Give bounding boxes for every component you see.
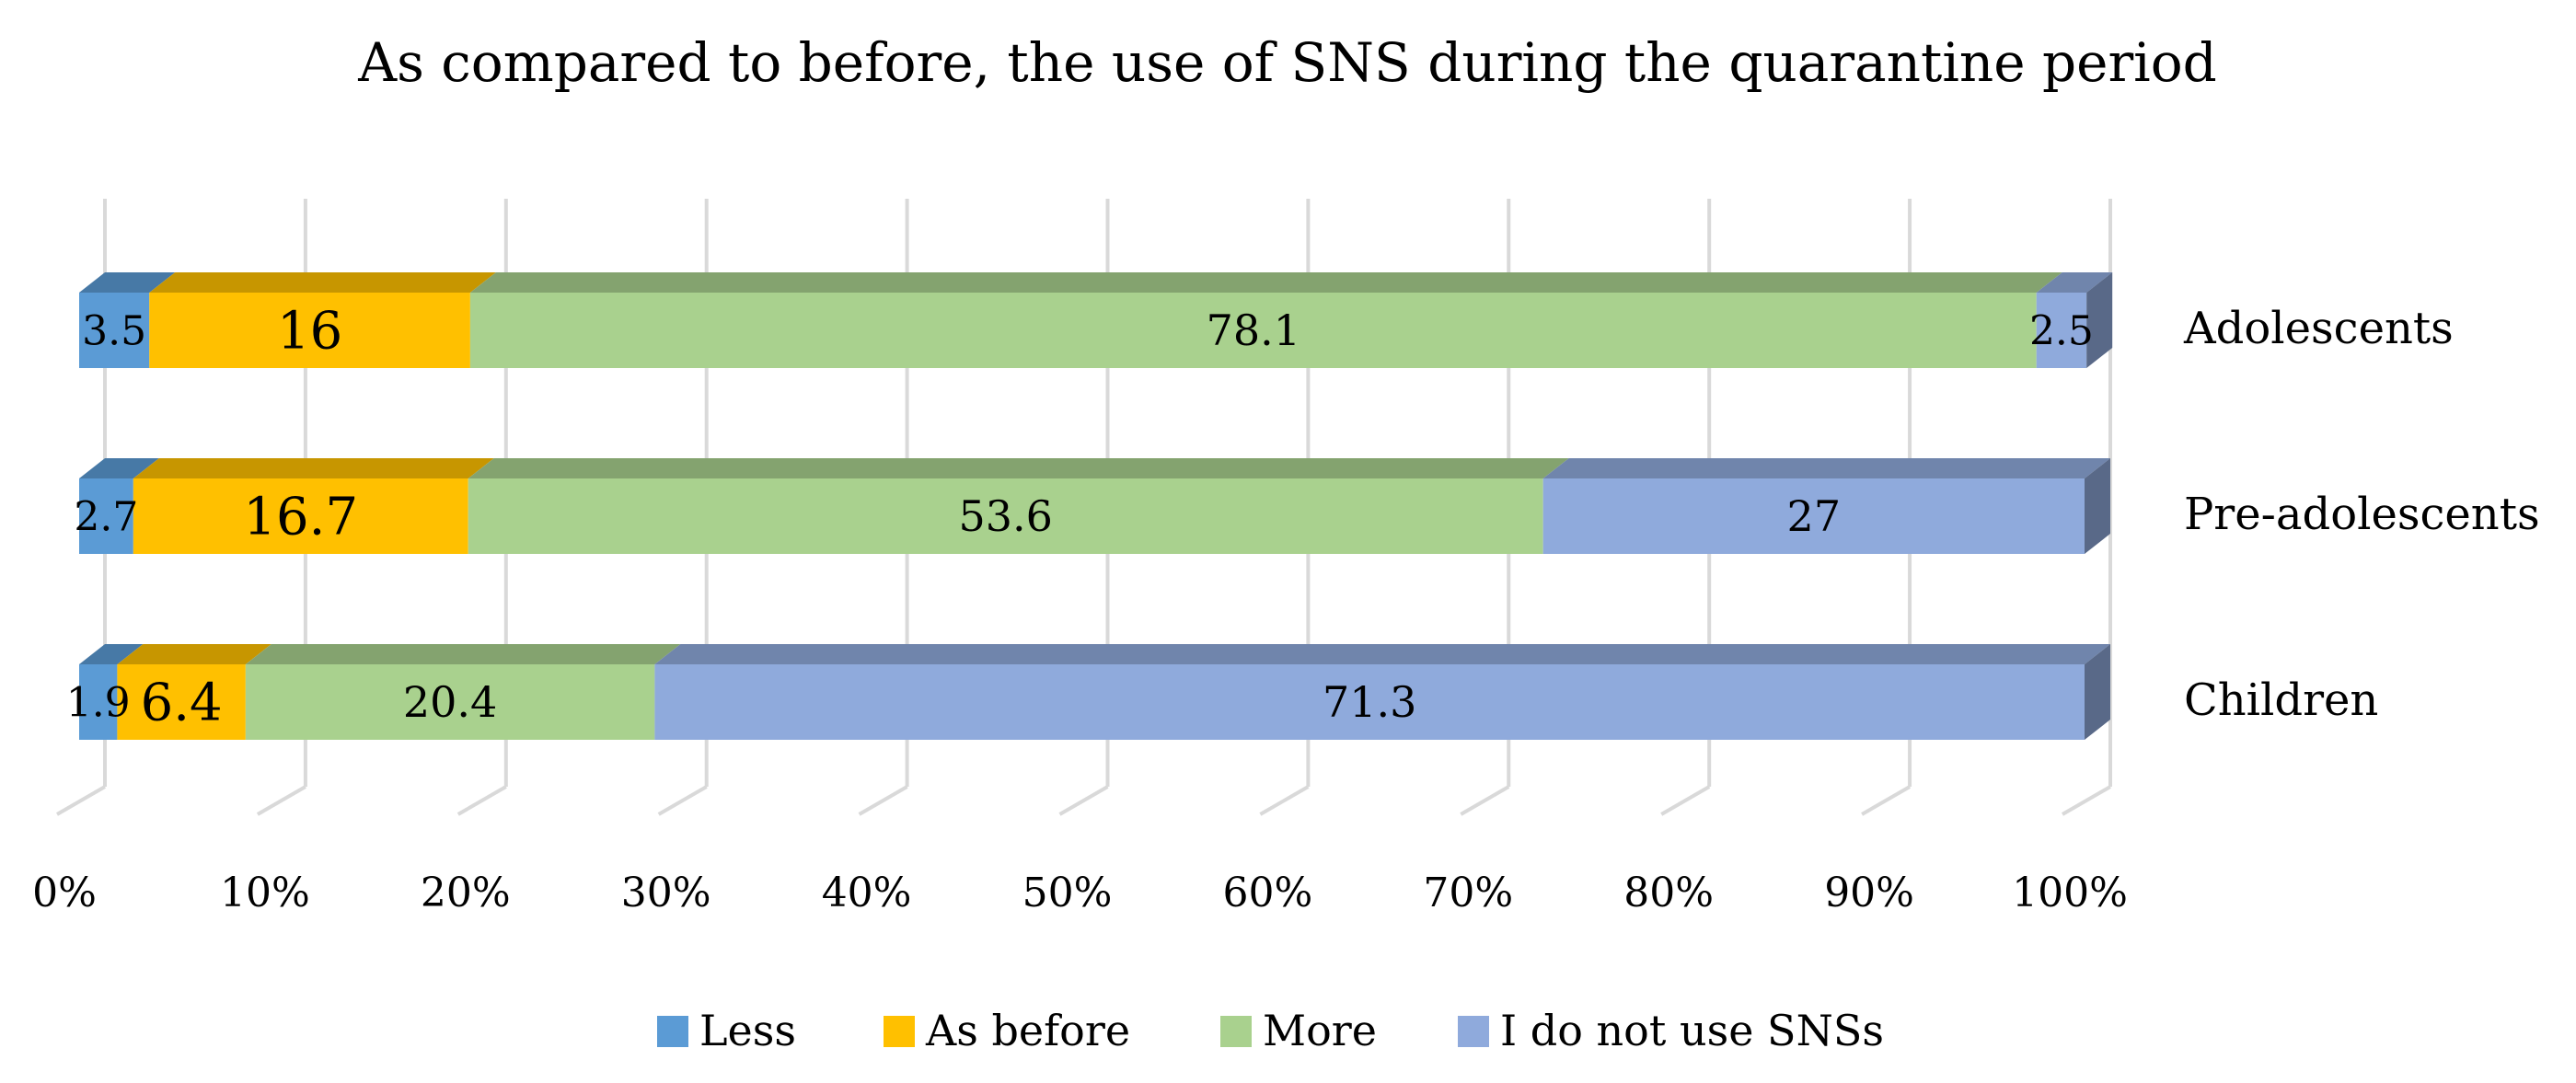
data-label: 2.5 bbox=[2029, 307, 2094, 354]
category-label: Children bbox=[2184, 674, 2378, 726]
bar-adolescents-as-before bbox=[149, 293, 470, 368]
bars bbox=[79, 272, 2113, 740]
floor-gridline-2 bbox=[456, 785, 507, 816]
data-labels: 3.5 16 78.1 2.5 2.7 16.7 53.6 27 1.9 6.4 20.4 71.3 bbox=[66, 302, 2094, 733]
bar-adolescents-less bbox=[79, 293, 150, 368]
x-tick-label: 80% bbox=[1623, 870, 1714, 916]
legend-swatch-i-do-not-use-snss bbox=[1458, 1016, 1489, 1047]
bar-top-adolescents-i-do-not-use-snss bbox=[2036, 272, 2113, 293]
legend-label-more: More bbox=[1263, 1006, 1377, 1055]
x-tick-label: 20% bbox=[421, 870, 511, 916]
x-tick-label: 0% bbox=[32, 870, 97, 916]
x-tick-label: 50% bbox=[1022, 870, 1113, 916]
category-label: Pre-adolescents bbox=[2184, 489, 2540, 540]
data-label: 27 bbox=[1787, 491, 1842, 541]
bar-pre-adolescents-i-do-not-use-snss bbox=[1542, 478, 2085, 554]
floor-gridline-4 bbox=[858, 785, 908, 816]
bar-top-adolescents-less bbox=[79, 272, 176, 293]
bar-top-pre-adolescents-as-before bbox=[133, 458, 494, 478]
bar-top-children-more bbox=[245, 644, 681, 664]
data-label: 16.7 bbox=[243, 488, 358, 547]
bar-side-pre-adolescents bbox=[2085, 458, 2110, 554]
data-label: 1.9 bbox=[66, 679, 131, 726]
data-label: 53.6 bbox=[958, 491, 1052, 541]
bar-pre-adolescents-more bbox=[468, 478, 1543, 554]
bar-children-i-do-not-use-snss bbox=[654, 664, 2085, 740]
x-tick-label: 10% bbox=[220, 870, 310, 916]
bar-children-more bbox=[245, 664, 655, 740]
bar-side-adolescents bbox=[2086, 272, 2113, 368]
x-tick-label: 30% bbox=[621, 870, 711, 916]
data-label: 3.5 bbox=[82, 307, 146, 354]
category-labels: Adolescents Pre-adolescents Children bbox=[2183, 303, 2540, 726]
x-tick-label: 40% bbox=[822, 870, 912, 916]
legend-label-as-before: As before bbox=[925, 1006, 1130, 1055]
bar-pre-adolescents-less bbox=[79, 478, 133, 554]
bar-top-children-as-before bbox=[117, 644, 271, 664]
chart-title: As compared to before, the use of SNS du… bbox=[357, 31, 2217, 94]
floor-gridline-5 bbox=[1058, 785, 1109, 816]
data-label: 2.7 bbox=[74, 493, 138, 540]
bar-children-less bbox=[79, 664, 118, 740]
bar-top-pre-adolescents-less bbox=[79, 458, 159, 478]
bar-top-adolescents-more bbox=[469, 272, 2062, 293]
x-tick-labels: 0% 10% 20% 30% 40% 50% 60% 70% 80% 90% 100% bbox=[32, 870, 2128, 916]
floor-gridline-8 bbox=[1660, 785, 1711, 816]
floor-gridline-9 bbox=[1861, 785, 1912, 816]
x-tick-label: 100% bbox=[2012, 870, 2128, 916]
data-label: 78.1 bbox=[1207, 305, 1300, 355]
floor-gridline-10 bbox=[2062, 785, 2111, 816]
bar-top-adolescents-as-before bbox=[149, 272, 496, 293]
bar-adolescents-i-do-not-use-snss bbox=[2036, 293, 2087, 368]
legend-swatch-less bbox=[657, 1016, 688, 1047]
x-tick-label: 70% bbox=[1423, 870, 1513, 916]
legend-swatch-more bbox=[1220, 1016, 1252, 1047]
legend-label-i-do-not-use-snss: I do not use SNSs bbox=[1500, 1006, 1884, 1055]
x-tick-label: 90% bbox=[1824, 870, 1914, 916]
data-label: 20.4 bbox=[403, 677, 497, 727]
category-label: Adolescents bbox=[2183, 303, 2454, 354]
bar-adolescents-more bbox=[469, 293, 2037, 368]
floor-gridline-0 bbox=[56, 785, 106, 816]
floor-gridline-6 bbox=[1259, 785, 1310, 816]
bar-top-pre-adolescents-more bbox=[468, 458, 1569, 478]
bar-pre-adolescents-as-before bbox=[133, 478, 468, 554]
floor-gridline-1 bbox=[256, 785, 306, 816]
x-tick-label: 60% bbox=[1223, 870, 1313, 916]
bar-side-children bbox=[2085, 644, 2110, 740]
floor-gridline-7 bbox=[1460, 785, 1510, 816]
legend-swatch-as-before bbox=[884, 1016, 915, 1047]
data-label: 71.3 bbox=[1323, 677, 1416, 727]
data-label: 16 bbox=[277, 302, 342, 362]
legend: Less As before More I do not use SNSs bbox=[657, 1006, 1884, 1055]
bar-top-children-i-do-not-use-snss bbox=[654, 644, 2110, 664]
floor-gridline-3 bbox=[657, 785, 708, 816]
data-label: 6.4 bbox=[141, 674, 223, 733]
bar-children-as-before bbox=[117, 664, 246, 740]
legend-label-less: Less bbox=[699, 1006, 796, 1055]
bar-top-children-less bbox=[79, 644, 144, 664]
bar-top-pre-adolescents-i-do-not-use-snss bbox=[1542, 458, 2110, 478]
